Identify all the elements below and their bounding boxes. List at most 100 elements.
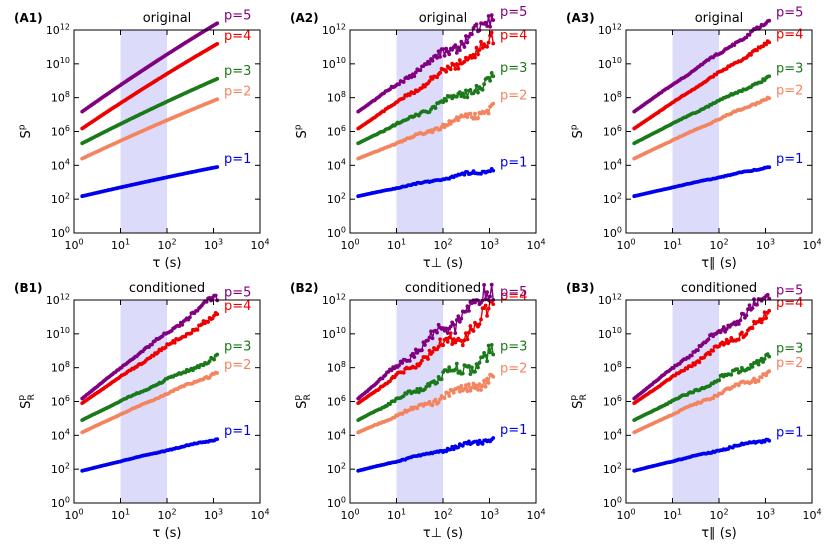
data-point [445, 340, 450, 344]
data-point [430, 336, 435, 341]
series-label: p=3 [500, 61, 527, 76]
series-p2 [356, 101, 496, 161]
data-point [723, 329, 728, 334]
data-point [488, 350, 492, 355]
data-point [491, 352, 496, 357]
data-point [750, 326, 755, 330]
data-point [486, 381, 491, 385]
series-label: p=4 [224, 29, 251, 44]
data-point [750, 306, 755, 310]
data-point [215, 312, 220, 317]
data-point [454, 318, 459, 322]
data-point [444, 46, 449, 51]
data-point [752, 376, 756, 381]
data-point [465, 40, 470, 45]
data-point [483, 20, 488, 25]
data-point [389, 368, 394, 373]
data-point [460, 371, 465, 376]
data-point [480, 46, 485, 50]
data-point [413, 390, 418, 394]
data-point [767, 74, 772, 79]
data-point [471, 381, 476, 386]
data-point [456, 118, 461, 123]
y-tick-label: 106 [603, 394, 622, 409]
data-point [764, 42, 768, 47]
data-point [477, 322, 482, 327]
x-tick-label: 102 [709, 237, 728, 252]
data-point [413, 70, 418, 75]
y-axis-label: SpR [569, 394, 589, 409]
data-point [447, 119, 452, 123]
series-label: p=3 [500, 339, 527, 354]
x-tick-label: 101 [387, 237, 406, 252]
x-tick-label: 102 [157, 237, 176, 252]
y-tick-label: 108 [51, 90, 70, 105]
data-point [755, 359, 759, 363]
fit-range-band [672, 300, 719, 503]
series-label: p=3 [224, 339, 251, 354]
data-point [706, 337, 711, 342]
x-tick-label: 101 [111, 237, 130, 252]
data-point [448, 67, 453, 72]
data-point [427, 400, 432, 404]
data-point [744, 332, 749, 336]
y-tick-label: 100 [603, 495, 622, 510]
data-point [465, 389, 470, 393]
series-p1 [632, 437, 772, 473]
x-tick-label: 103 [756, 237, 775, 252]
series-label: p=2 [776, 83, 803, 98]
data-point [426, 357, 430, 361]
data-point [457, 48, 462, 53]
data-point [212, 357, 217, 362]
data-point [460, 343, 465, 348]
data-point [213, 293, 218, 298]
y-tick-label: 104 [603, 428, 622, 443]
series-label: p=1 [500, 156, 527, 171]
data-point [215, 42, 220, 46]
data-point [488, 78, 492, 83]
series-p4 [80, 311, 220, 405]
data-point [433, 397, 438, 402]
data-point [723, 341, 728, 345]
data-point [401, 394, 406, 398]
data-point [476, 90, 480, 95]
series-p5 [632, 292, 772, 401]
data-point [697, 360, 702, 365]
series-label: p=5 [224, 8, 251, 23]
y-tick-label: 1012 [322, 22, 346, 37]
x-tick-label: 100 [64, 237, 83, 252]
series-p4 [356, 30, 496, 131]
data-point [465, 115, 470, 119]
data-point [457, 90, 462, 95]
y-tick-label: 1012 [46, 292, 70, 307]
data-point [483, 384, 488, 389]
data-point [488, 294, 492, 299]
data-point [420, 86, 424, 90]
x-tick-label: 103 [204, 237, 223, 252]
data-point [423, 343, 427, 347]
data-point [761, 360, 765, 364]
data-point [444, 336, 449, 341]
data-point [479, 388, 483, 392]
data-point [491, 374, 496, 379]
data-point [465, 304, 470, 309]
data-point [762, 310, 767, 315]
x-tick-label: 101 [387, 507, 406, 522]
data-point [441, 100, 445, 105]
data-point [413, 347, 418, 352]
data-point [462, 387, 467, 391]
series-p4 [632, 308, 772, 405]
data-point [451, 322, 456, 327]
data-point [459, 94, 464, 99]
data-point [460, 443, 465, 448]
data-point [436, 49, 441, 54]
data-point [462, 95, 467, 99]
x-tick-label: 102 [157, 507, 176, 522]
data-point [473, 55, 477, 60]
data-point [462, 172, 467, 177]
data-point [741, 312, 746, 316]
series-p2 [632, 95, 772, 161]
data-point [755, 48, 759, 53]
y-tick-label: 100 [327, 495, 346, 510]
